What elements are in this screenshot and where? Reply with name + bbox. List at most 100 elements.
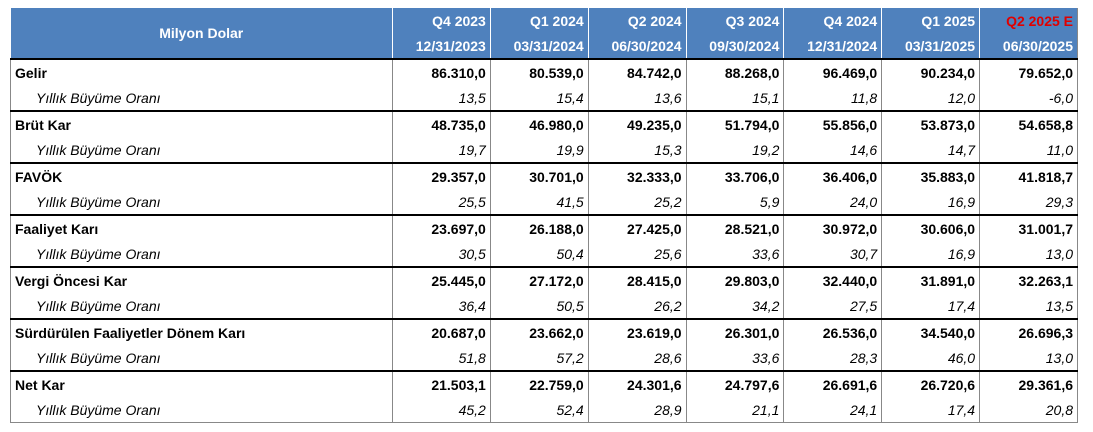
growth-value: 24,0 — [783, 189, 882, 215]
growth-label: Yıllık Büyüme Oranı — [10, 189, 393, 215]
metric-value: 25.445,0 — [392, 266, 491, 293]
metric-value: 26.536,0 — [783, 318, 882, 345]
growth-value: 30,7 — [783, 241, 882, 267]
metric-value: 24.797,6 — [685, 370, 784, 397]
metric-value: 96.469,0 — [783, 58, 882, 85]
growth-value: 11,8 — [783, 85, 882, 111]
column-date: 09/30/2024 — [685, 33, 784, 59]
growth-value: 28,3 — [783, 345, 882, 371]
growth-value: 45,2 — [392, 397, 491, 423]
growth-value: 12,0 — [881, 85, 980, 111]
growth-label: Yıllık Büyüme Oranı — [10, 345, 393, 371]
metric-value: 29.357,0 — [392, 162, 491, 189]
metric-row: Gelir 86.310,0 80.539,0 84.742,0 88.268,0 96.… — [10, 58, 1078, 85]
metric-value: 80.539,0 — [489, 58, 589, 85]
growth-row: Yıllık Büyüme Oranı 36,4 50,5 26,2 34,2 27,5 1… — [10, 293, 1078, 319]
growth-row: Yıllık Büyüme Oranı 25,5 41,5 25,2 5,9 24,0 16… — [10, 189, 1078, 215]
metric-value: 34.540,0 — [881, 318, 980, 345]
growth-row: Yıllık Büyüme Oranı 13,5 15,4 13,6 15,1 11,8 1… — [10, 85, 1078, 111]
growth-label: Yıllık Büyüme Oranı — [10, 293, 393, 319]
financial-table: Milyon Dolar Q4 2023 Q1 2024 Q2 2024 Q3 2024… — [10, 8, 1078, 423]
metric-row: Net Kar 21.503,1 22.759,0 24.301,6 24.797,6 2… — [10, 370, 1078, 397]
growth-value: 33,6 — [685, 241, 784, 267]
growth-value: 13,5 — [979, 293, 1078, 319]
metric-value: 31.891,0 — [881, 266, 980, 293]
metric-value: 30.606,0 — [881, 214, 980, 241]
header-row: 12/31/2023 03/31/2024 06/30/2024 09/30/2024… — [11, 33, 1078, 59]
growth-value: 14,7 — [881, 137, 980, 163]
column-date: 06/30/2024 — [587, 33, 687, 59]
column-period: Q2 2025 E — [979, 8, 1078, 33]
metric-value: 26.691,6 — [783, 370, 882, 397]
growth-value: 27,5 — [783, 293, 882, 319]
growth-value: 28,9 — [587, 397, 687, 423]
column-period: Q4 2023 — [392, 8, 491, 33]
metric-row: FAVÖK 29.357,0 30.701,0 32.333,0 33.706,0 36.… — [10, 162, 1078, 189]
growth-value: 17,4 — [881, 293, 980, 319]
metric-value: 84.742,0 — [587, 58, 687, 85]
header-row: Milyon Dolar Q4 2023 Q1 2024 Q2 2024 Q3 2024… — [10, 8, 1078, 59]
metric-label: Vergi Öncesi Kar — [10, 266, 393, 293]
growth-value: 16,9 — [881, 241, 980, 267]
metric-row: Vergi Öncesi Kar 25.445,0 27.172,0 28.415,0… — [10, 266, 1078, 293]
growth-value: -6,0 — [979, 85, 1078, 111]
metric-value: 88.268,0 — [685, 58, 784, 85]
growth-value: 13,0 — [979, 345, 1078, 371]
metric-value: 31.001,7 — [979, 214, 1078, 241]
metric-value: 22.759,0 — [489, 370, 589, 397]
metric-value: 32.440,0 — [783, 266, 882, 293]
metric-value: 28.521,0 — [685, 214, 784, 241]
metric-value: 86.310,0 — [392, 58, 491, 85]
growth-value: 50,5 — [489, 293, 589, 319]
metric-row: Brüt Kar 48.735,0 46.980,0 49.235,0 51.794,0… — [10, 110, 1078, 137]
growth-value: 16,9 — [881, 189, 980, 215]
metric-value: 79.652,0 — [979, 58, 1078, 85]
metric-value: 54.658,8 — [979, 110, 1078, 137]
growth-value: 36,4 — [392, 293, 491, 319]
metric-label: Gelir — [10, 58, 393, 85]
metric-label: Brüt Kar — [10, 110, 393, 137]
growth-value: 15,1 — [685, 85, 784, 111]
growth-value: 26,2 — [587, 293, 687, 319]
header-title: Milyon Dolar — [10, 8, 393, 59]
growth-value: 25,2 — [587, 189, 687, 215]
column-date: 12/31/2024 — [783, 33, 882, 59]
metric-label: Sürdürülen Faaliyetler Dönem Karı — [10, 318, 393, 345]
metric-value: 26.188,0 — [489, 214, 589, 241]
growth-value: 24,1 — [783, 397, 882, 423]
metric-value: 26.720,6 — [881, 370, 980, 397]
metric-value: 28.415,0 — [587, 266, 687, 293]
metric-value: 48.735,0 — [392, 110, 491, 137]
growth-value: 52,4 — [489, 397, 589, 423]
metric-value: 27.172,0 — [489, 266, 589, 293]
metric-value: 36.406,0 — [783, 162, 882, 189]
metric-value: 46.980,0 — [489, 110, 589, 137]
metric-value: 53.873,0 — [881, 110, 980, 137]
growth-value: 21,1 — [685, 397, 784, 423]
growth-value: 29,3 — [979, 189, 1078, 215]
growth-row: Yıllık Büyüme Oranı 51,8 57,2 28,6 33,6 28,3 4… — [10, 345, 1078, 371]
metric-value: 29.361,6 — [979, 370, 1078, 397]
column-period: Q2 2024 — [587, 8, 687, 33]
growth-row: Yıllık Büyüme Oranı 45,2 52,4 28,9 21,1 24,1 1… — [10, 397, 1078, 423]
growth-value: 19,7 — [392, 137, 491, 163]
growth-label: Yıllık Büyüme Oranı — [10, 85, 393, 111]
table-body: Gelir 86.310,0 80.539,0 84.742,0 88.268,0 96.… — [10, 58, 1078, 423]
column-period: Q4 2024 — [783, 8, 882, 33]
growth-value: 28,6 — [587, 345, 687, 371]
column-period: Q1 2024 — [489, 8, 589, 33]
growth-value: 13,6 — [587, 85, 687, 111]
metric-value: 41.818,7 — [979, 162, 1078, 189]
metric-value: 90.234,0 — [881, 58, 980, 85]
growth-value: 20,8 — [979, 397, 1078, 423]
growth-value: 25,5 — [392, 189, 491, 215]
growth-value: 14,6 — [783, 137, 882, 163]
growth-value: 33,6 — [685, 345, 784, 371]
metric-row: Sürdürülen Faaliyetler Dönem Karı 20.687,… — [10, 318, 1078, 345]
growth-label: Yıllık Büyüme Oranı — [10, 397, 393, 423]
growth-label: Yıllık Büyüme Oranı — [10, 241, 393, 267]
growth-value: 17,4 — [881, 397, 980, 423]
growth-value: 5,9 — [685, 189, 784, 215]
metric-value: 49.235,0 — [587, 110, 687, 137]
metric-value: 27.425,0 — [587, 214, 687, 241]
